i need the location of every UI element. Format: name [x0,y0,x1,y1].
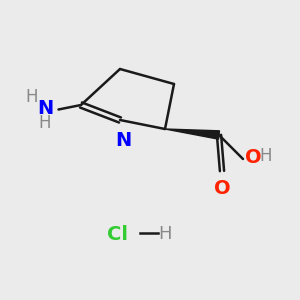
Text: H: H [158,225,172,243]
Polygon shape [165,129,220,139]
Text: N: N [115,130,131,149]
Text: H: H [25,88,38,106]
Text: Cl: Cl [106,224,128,244]
Text: H: H [39,114,51,132]
Text: O: O [244,148,261,167]
Text: N: N [37,98,53,118]
Text: H: H [260,147,272,165]
Text: O: O [214,178,230,197]
